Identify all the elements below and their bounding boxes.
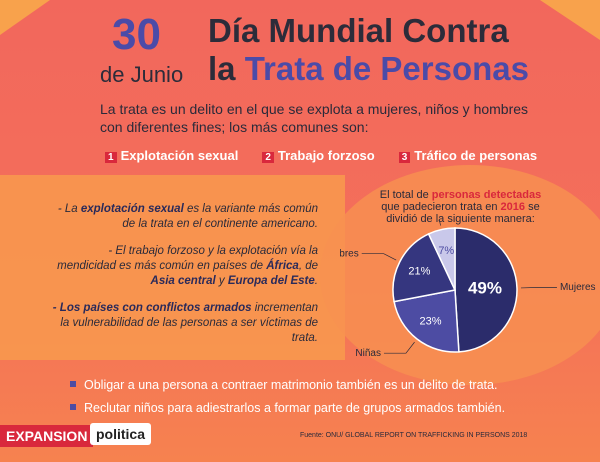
note: - El trabajo forzoso y la explotación ví…: [48, 244, 318, 289]
category-label: Niñas: [355, 348, 381, 359]
value-label: 21%: [408, 266, 430, 278]
leader-line: [383, 341, 415, 354]
form-number: 2: [262, 152, 274, 163]
value-label: 7%: [438, 245, 454, 257]
forms: 1 Explotación sexual 2 Trabajo forzoso 3 Tráf…: [105, 148, 537, 163]
emphasis: 2016: [500, 201, 526, 213]
note: - Los países con conflictos armados incr…: [48, 301, 318, 346]
corner: [540, 0, 600, 40]
section: politica: [90, 423, 152, 445]
title-text: la: [208, 50, 236, 87]
form-label: Tráfico de personas: [414, 148, 538, 163]
bullet: Reclutar niños para adiestrarlos a forma…: [70, 397, 505, 420]
emphasis: - Los países con conflictos armados: [52, 302, 252, 314]
pie-slice: [427, 227, 456, 291]
form-item: 3 Tráfico de personas: [398, 148, 538, 163]
form-label: Trabajo forzoso: [277, 148, 375, 163]
pie-slice: [393, 289, 460, 353]
source: Fuente: ONU/ GLOBAL REPORT ON TRAFFICKIN…: [300, 432, 528, 439]
text: se dividió de la siguiente manera:: [386, 201, 540, 225]
text: incrementan la vulnerabilidad de las per…: [60, 302, 318, 344]
month: de Junio: [100, 62, 184, 87]
form-number: 3: [398, 152, 411, 163]
corner: [0, 0, 50, 35]
text: - El trabajo forzoso y la explotación ví…: [57, 245, 318, 272]
text: .: [314, 275, 318, 287]
form-item: 1 Explotación sexual: [105, 148, 238, 163]
emphasis: Asia central: [150, 275, 216, 287]
brand: EXPANSION: [0, 425, 94, 447]
emphasis: África: [266, 260, 299, 272]
category-label: Mujeres: [560, 282, 596, 293]
note: - La explotación sexual es la variante m…: [48, 202, 318, 232]
intro: La trata es un delito en el que se explo…: [100, 101, 529, 135]
pie-slice: [454, 227, 518, 353]
text: , de: [298, 260, 318, 272]
value-label: 23%: [419, 316, 441, 328]
category-label: Hombres: [340, 248, 359, 259]
bullets: Obligar a una persona a contraer matrimo…: [70, 374, 505, 420]
pie-slice: [392, 232, 457, 303]
leader-line: [361, 253, 397, 261]
left-panel: [0, 175, 345, 360]
text: y: [215, 275, 228, 287]
day: 30: [112, 10, 161, 59]
text: que padecieron trata en: [381, 201, 501, 213]
text: El total de: [379, 189, 432, 201]
emphasis: Europa del Este: [227, 275, 315, 287]
chart-title: El total de personas detectadas que pade…: [378, 189, 543, 225]
notes: - La explotación sexual es la variante m…: [48, 202, 318, 358]
emphasis: personas detectadas: [431, 189, 542, 201]
title-highlight: Trata de Personas: [244, 50, 530, 87]
title-line-2: la Trata de Personas: [208, 50, 529, 88]
value-label: 49%: [468, 279, 502, 298]
form-label: Explotación sexual: [120, 148, 239, 163]
title-line-1: Día Mundial Contra: [208, 12, 509, 49]
bullet: Obligar a una persona a contraer matrimo…: [70, 374, 505, 397]
leader-line: [438, 220, 441, 226]
form-number: 1: [105, 152, 117, 163]
form-item: 2 Trabajo forzoso: [262, 148, 375, 163]
text: es la variante más común de la trata en …: [122, 203, 318, 230]
emphasis: explotación sexual: [80, 203, 184, 215]
text: - La: [57, 203, 81, 215]
